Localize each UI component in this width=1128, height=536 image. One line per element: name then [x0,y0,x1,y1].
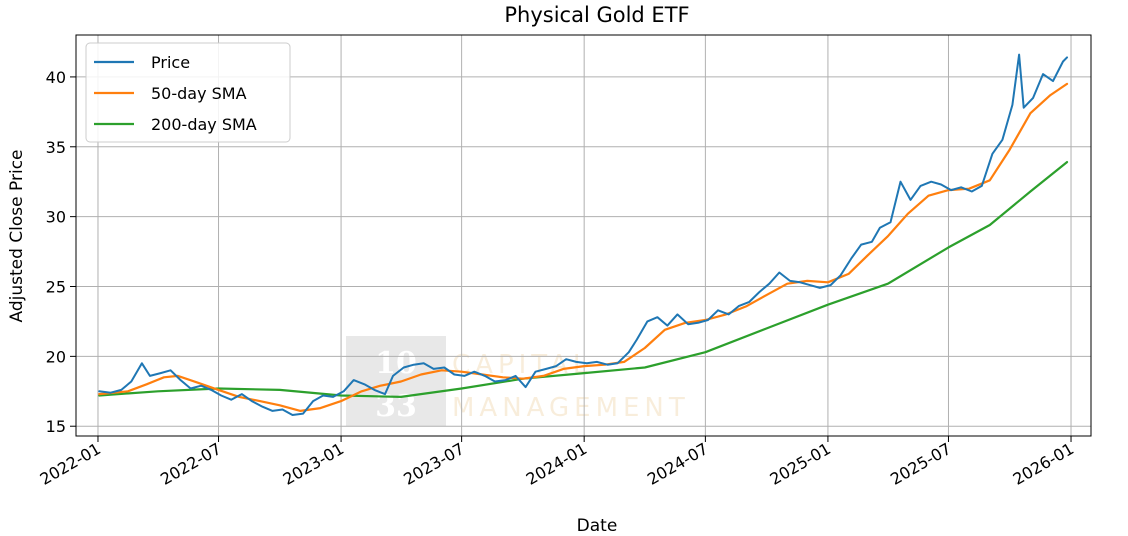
y-tick-label: 30 [46,208,66,227]
x-tick-label: 2025-01 [767,439,834,489]
legend: Price 50-day SMA 200-day SMA [85,42,291,143]
series-layer [98,53,1069,416]
x-tick-label: 2022-01 [37,439,104,489]
watermark-number-bottom: 33 [375,389,417,424]
legend-label: 200-day SMA [151,115,257,134]
y-tick-label: 35 [46,138,66,157]
y-tick-label: 20 [46,347,66,366]
legend-box [85,42,291,143]
x-tick-label: 2023-01 [280,439,347,489]
watermark-box [346,336,446,426]
legend-label: 50-day SMA [151,84,247,103]
series-line-200-day-sma [98,161,1069,398]
x-tick-label: 2022-07 [157,439,224,489]
series-line-50-day-sma [98,82,1069,412]
x-tick-label: 2024-01 [523,439,590,489]
plot-frame [75,34,1092,437]
watermark-text-top: CAPITAL [452,350,592,380]
x-tick-label: 2023-07 [400,439,467,489]
x-tick-label: 2026-01 [1010,439,1077,489]
x-tick-label: 2025-07 [887,439,954,489]
legend-label: Price [151,53,190,72]
grid-lines [76,35,1091,436]
watermark-logo: 10 33 CAPITAL MANAGEMENT [346,336,690,426]
y-axis-label: Adjusted Close Price [7,150,27,323]
x-tick-label: 2024-07 [644,439,711,489]
series-line-price [98,53,1068,416]
y-tick-label: 40 [46,68,66,87]
x-axis-label: Date [577,516,618,536]
watermark-number-top: 10 [375,346,417,381]
y-tick-label: 15 [46,417,66,436]
y-tick-label: 25 [46,277,66,296]
chart-title: Physical Gold ETF [504,3,689,27]
watermark-text-bottom: MANAGEMENT [452,393,690,423]
